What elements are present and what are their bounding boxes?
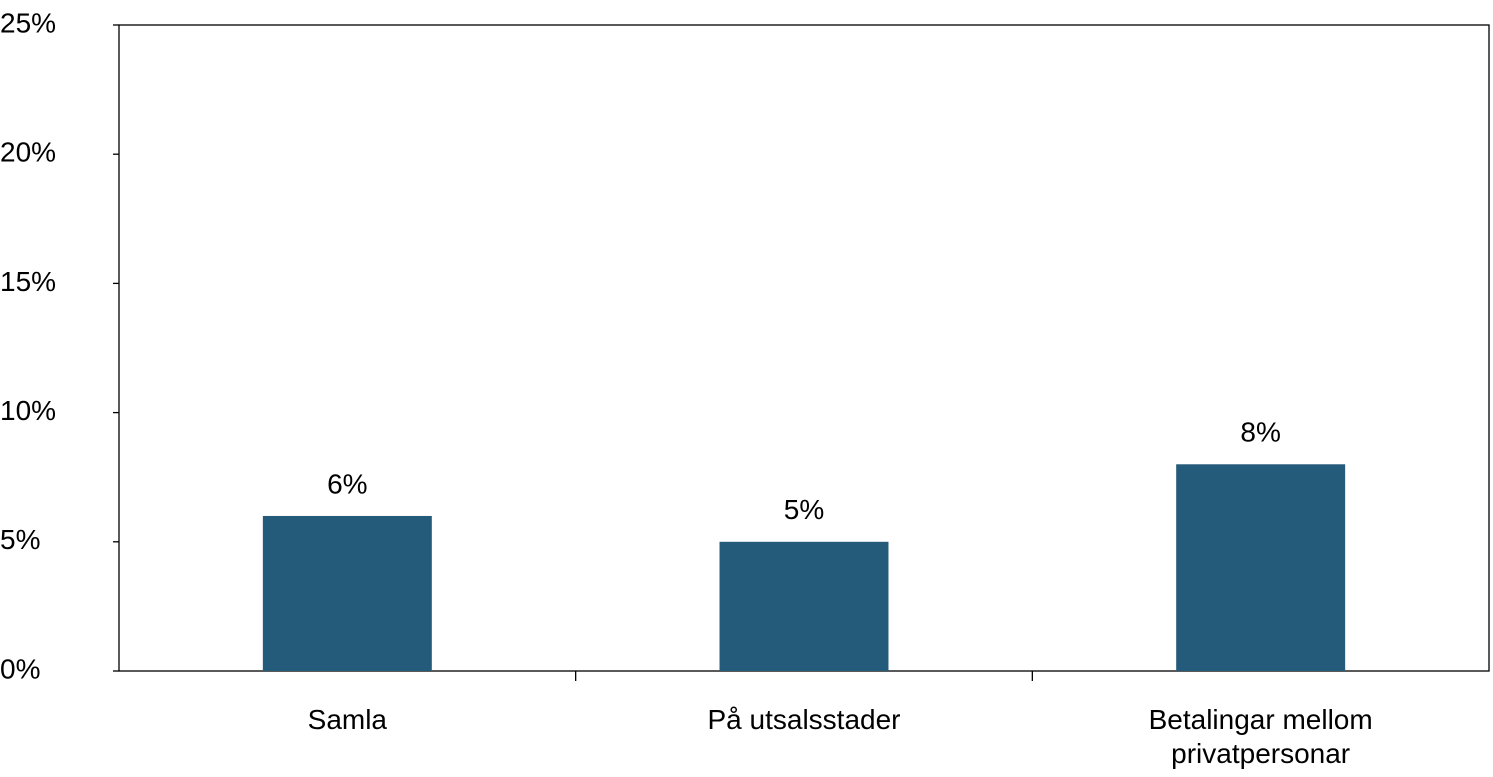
value-label: 5% — [784, 494, 824, 525]
value-label: 6% — [327, 468, 367, 499]
x-tick-label: På utsalsstader — [707, 704, 901, 735]
y-tick-label: 15% — [0, 266, 56, 297]
x-tick-label: Samla — [307, 704, 388, 735]
bar — [719, 541, 889, 671]
bar — [1176, 464, 1346, 671]
y-tick-label: 10% — [0, 395, 56, 426]
bar — [262, 515, 432, 671]
y-tick-label: 5% — [0, 524, 40, 555]
y-tick-label: 0% — [0, 653, 40, 684]
x-tick-label: Betalingar mellom privatpersonar — [1148, 704, 1373, 769]
y-tick-label: 20% — [0, 137, 56, 168]
value-label: 8% — [1240, 417, 1280, 448]
y-tick-label: 25% — [0, 7, 56, 38]
